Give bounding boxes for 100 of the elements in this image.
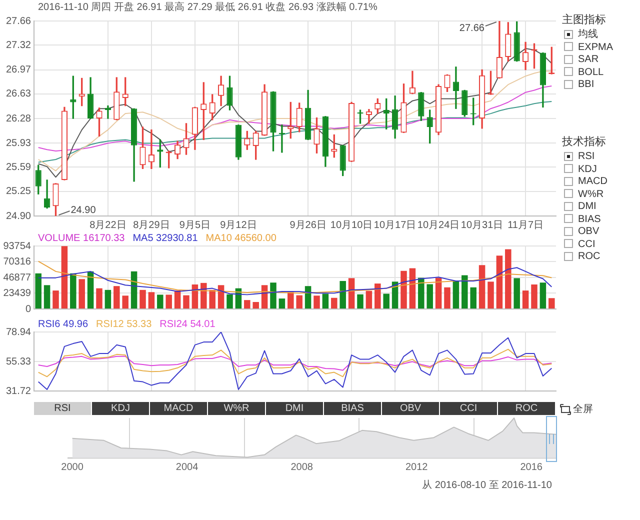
text: SAR: [578, 54, 599, 65]
candlestick: [148, 129, 154, 169]
series-label: VOLUME 16170.33: [38, 233, 125, 244]
bar: [200, 282, 207, 308]
text: CCI: [440, 402, 497, 415]
text: RSI24 54.01: [160, 319, 216, 330]
bar: [322, 294, 329, 308]
bar: [52, 290, 59, 308]
bar: [209, 290, 216, 308]
bar: [288, 292, 294, 308]
y-tick-label: 26.28: [6, 113, 32, 124]
bar: [244, 300, 250, 308]
annotation: 27.66: [459, 22, 485, 34]
bar: [130, 271, 138, 308]
bar: [444, 287, 450, 308]
bar: [122, 296, 128, 308]
text: W%R: [208, 402, 265, 415]
bar: [44, 285, 50, 308]
bar: [531, 284, 538, 308]
bar: [148, 292, 155, 308]
x-tick-label: 11月7日: [508, 220, 544, 231]
bar: [314, 296, 320, 308]
y-tick-label: 25.25: [6, 186, 32, 198]
bar: [426, 284, 433, 308]
bar: [409, 268, 416, 308]
text: RSI: [578, 151, 595, 162]
candlestick: [366, 108, 372, 124]
y-tick-label: 0: [25, 304, 32, 315]
bar: [61, 246, 68, 308]
bar: [35, 273, 42, 308]
bar: [270, 282, 276, 308]
bar: [70, 273, 76, 308]
bar: [478, 265, 486, 308]
text: ROC: [578, 251, 600, 262]
bar: [278, 298, 286, 308]
x-tick-label: 2016: [520, 462, 543, 473]
text: 技术指标: [562, 135, 607, 149]
bar: [140, 290, 146, 308]
bar: [357, 294, 364, 308]
bar: [348, 278, 355, 308]
x-tick-label: 2004: [176, 462, 199, 473]
bar: [331, 298, 338, 308]
y-tick-label: 70316: [3, 256, 32, 268]
x-tick-label: 8月29日: [133, 220, 170, 231]
bar: [462, 275, 468, 308]
bar: [496, 256, 503, 308]
bar: [104, 290, 112, 308]
y-tick-label: 31.72: [6, 386, 32, 397]
x-tick-label: 2012: [405, 462, 428, 473]
bar: [157, 294, 164, 308]
text: 均线: [578, 29, 598, 40]
x-tick-label: 10月17日: [374, 220, 416, 231]
text: BOLL: [578, 66, 604, 78]
x-tick-label: 8月22日: [90, 220, 126, 231]
bar: [400, 270, 407, 308]
y-tick-label: 27.32: [6, 40, 32, 51]
bar: [470, 287, 476, 308]
bar: [340, 280, 346, 308]
annotation: 24.90: [70, 204, 96, 216]
text: KDJ: [578, 164, 597, 174]
x-tick-label: 9月26日: [290, 220, 326, 231]
text: RSI12 53.33: [96, 319, 152, 330]
bar: [304, 286, 312, 308]
x-tick-label: 10月10日: [330, 220, 373, 231]
bar: [505, 249, 512, 308]
text: OBV: [578, 226, 600, 237]
candlestick: [452, 66, 459, 109]
y-tick-label: 78.94: [6, 326, 32, 338]
text: DMI: [266, 402, 323, 415]
bar: [183, 295, 190, 308]
bar: [383, 294, 390, 308]
text: W%R: [578, 188, 604, 200]
bar: [548, 298, 555, 308]
bar: [252, 302, 259, 308]
bar: [226, 294, 233, 308]
bar: [114, 286, 120, 308]
y-tick-label: 27.66: [6, 16, 32, 27]
text: 从 2016-08-10 至 2016-11-10: [421, 478, 553, 492]
x-tick-label: 10月24日: [417, 220, 460, 231]
bar: [366, 290, 372, 308]
x-tick-label: 9月5日: [179, 220, 211, 231]
y-tick-label: 24.90: [6, 210, 32, 222]
text: ROC: [498, 402, 555, 415]
text: EXPMA: [578, 42, 614, 52]
y-tick-label: 26.63: [6, 88, 32, 100]
bar: [87, 271, 94, 308]
y-tick-label: 93754: [3, 240, 32, 252]
bar: [514, 278, 520, 308]
text: DMI: [578, 201, 596, 212]
bar: [435, 278, 442, 308]
bar: [418, 278, 424, 308]
bar: [296, 295, 302, 308]
x-tick-label: 9月12日: [220, 220, 257, 231]
y-tick-label: 46877: [3, 272, 32, 284]
text: 主图指标: [562, 12, 607, 27]
bar: [374, 284, 381, 308]
bar: [78, 279, 85, 308]
bar: [540, 282, 546, 308]
text: BBI: [578, 79, 594, 90]
bar: [488, 282, 494, 308]
